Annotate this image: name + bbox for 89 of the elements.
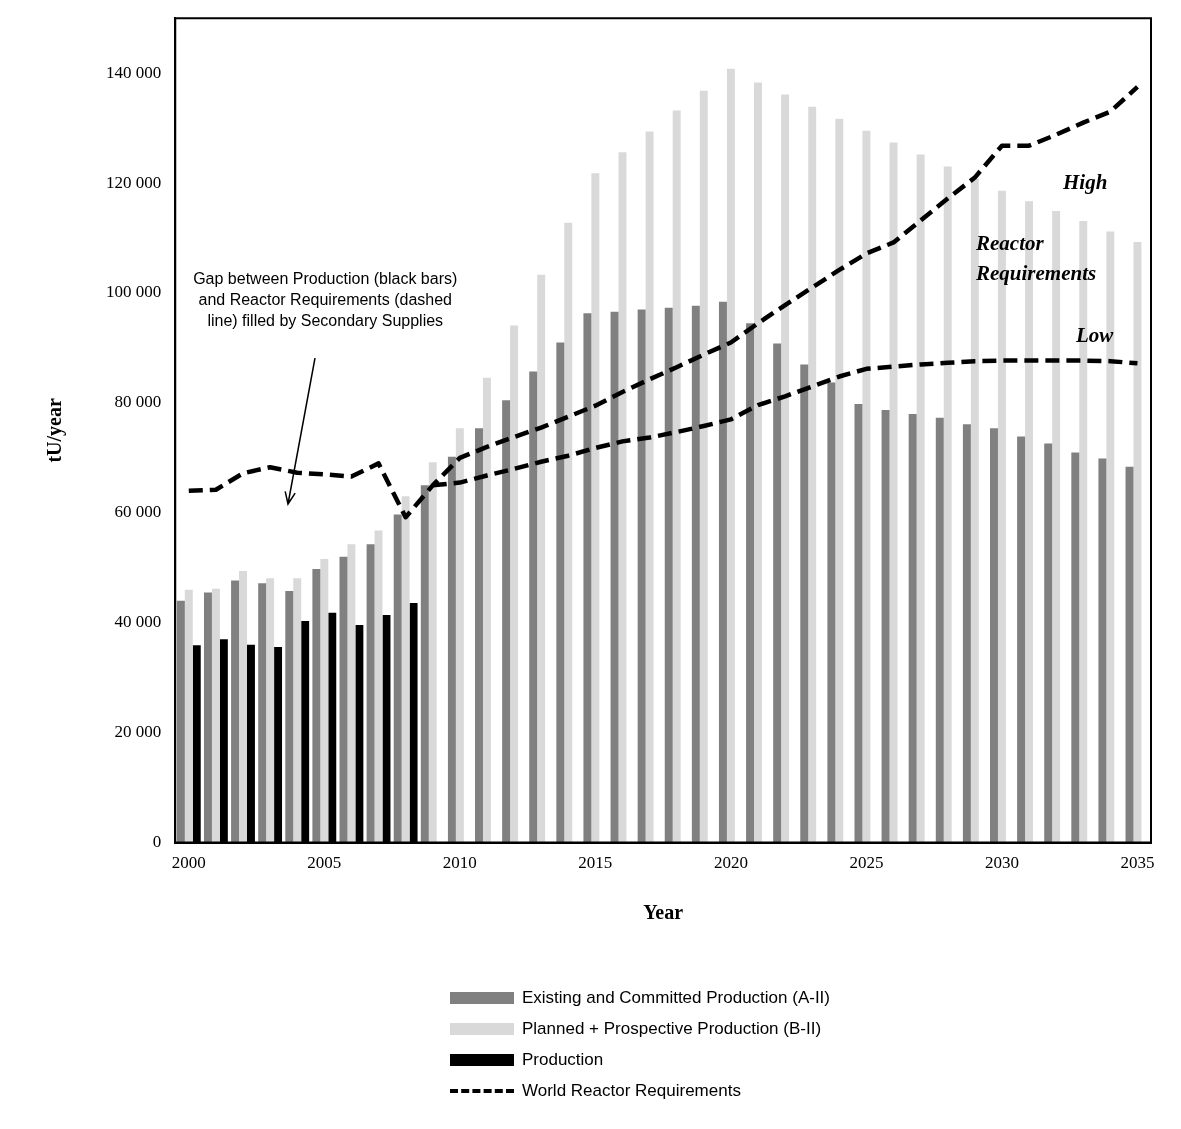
bar xyxy=(1133,241,1142,843)
bar xyxy=(618,152,627,843)
line-series xyxy=(186,84,1140,520)
x-tick-label: 2030 xyxy=(984,853,1019,873)
bar xyxy=(556,342,565,843)
bar xyxy=(835,118,844,843)
x-tick-label: 2025 xyxy=(849,853,884,873)
bar xyxy=(962,424,971,843)
annotation: High xyxy=(1063,170,1108,196)
bar xyxy=(312,568,321,843)
bar xyxy=(564,222,573,843)
bar xyxy=(401,496,410,843)
bar xyxy=(990,428,998,843)
x-tick-label: 2005 xyxy=(307,853,342,873)
bar xyxy=(583,313,592,843)
bar xyxy=(293,578,302,843)
bar xyxy=(699,90,708,843)
bar xyxy=(537,274,546,843)
bar xyxy=(447,456,456,843)
bar xyxy=(1071,452,1080,843)
y-tick-label: 40 000 xyxy=(114,612,162,632)
bar xyxy=(854,404,863,843)
legend-label: World Reactor Requirements xyxy=(522,1080,741,1101)
y-axis-title: tU/year xyxy=(43,398,67,463)
bar xyxy=(428,462,437,843)
bar xyxy=(231,580,240,843)
bar xyxy=(916,154,925,843)
bar xyxy=(1044,443,1053,843)
annotation: Gap between Production (black bars) and Reactor Requirements (dashed line) filled by Secondary Supplies xyxy=(192,269,459,332)
bar xyxy=(672,110,681,843)
x-tick-label: 2035 xyxy=(1120,853,1155,873)
x-axis-title: Year xyxy=(643,901,684,924)
bar xyxy=(691,305,700,843)
bar xyxy=(773,343,782,843)
bar xyxy=(176,600,185,843)
bar xyxy=(320,559,329,843)
x-tick-label: 2020 xyxy=(713,853,748,873)
bar xyxy=(203,592,212,843)
bar xyxy=(285,590,294,843)
bar xyxy=(827,382,836,843)
y-tick-label: 0 xyxy=(152,832,162,852)
bar xyxy=(862,130,871,843)
legend-label: Planned + Prospective Production (B-II) xyxy=(522,1018,822,1039)
bar xyxy=(591,173,600,843)
x-tick-label: 2000 xyxy=(171,853,206,873)
bar xyxy=(347,544,356,843)
bar xyxy=(482,377,491,843)
x-tick-label: 2010 xyxy=(442,853,477,873)
bar xyxy=(908,413,917,843)
bar xyxy=(754,82,762,843)
bar xyxy=(529,371,538,843)
bar xyxy=(800,364,809,843)
bar xyxy=(664,307,673,843)
bar xyxy=(502,400,511,843)
bar xyxy=(881,410,890,843)
bar xyxy=(475,428,483,843)
bar xyxy=(258,583,267,843)
bar xyxy=(211,588,220,843)
bar xyxy=(366,544,375,843)
bar xyxy=(718,301,727,843)
bar xyxy=(935,417,944,843)
y-tick-label: 80 000 xyxy=(114,392,162,412)
bar xyxy=(420,485,429,843)
bar xyxy=(239,571,247,843)
bar xyxy=(1098,458,1107,843)
y-tick-label: 20 000 xyxy=(114,722,162,742)
y-tick-label: 60 000 xyxy=(114,502,162,522)
bar xyxy=(808,106,817,843)
bar xyxy=(455,428,464,843)
bar xyxy=(266,578,275,843)
annotation: Low xyxy=(1076,323,1114,349)
bar xyxy=(393,514,402,843)
x-tick-label: 2015 xyxy=(578,853,613,873)
bar xyxy=(1017,436,1026,843)
y-tick-label: 120 000 xyxy=(106,172,162,192)
y-tick-label: 140 000 xyxy=(106,62,162,82)
bar xyxy=(943,166,952,843)
bar xyxy=(781,94,790,843)
legend-label: Existing and Committed Production (A-II) xyxy=(522,987,831,1008)
bar xyxy=(374,530,383,843)
y-tick-label: 100 000 xyxy=(106,282,162,302)
legend-label: Production xyxy=(522,1049,604,1070)
bar xyxy=(645,131,654,843)
bar xyxy=(637,309,646,843)
bar xyxy=(510,325,519,843)
bar xyxy=(746,323,755,843)
annotation: Reactor Requirements xyxy=(976,230,1098,288)
bar xyxy=(726,68,735,843)
bar xyxy=(184,589,193,843)
